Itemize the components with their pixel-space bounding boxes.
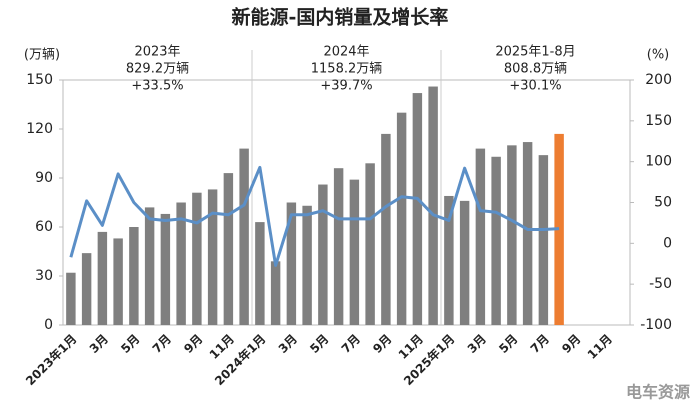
bar — [318, 184, 328, 325]
bar — [144, 207, 155, 325]
x-tick-label: 3月 — [465, 332, 489, 356]
y-tick-label: 90 — [35, 170, 53, 186]
y-tick-label: 150 — [26, 72, 53, 88]
bar — [365, 163, 375, 325]
line — [69, 165, 560, 267]
x-tick-label: 7月 — [150, 332, 174, 356]
y2-tick-label: -50 — [649, 276, 672, 292]
y-tick-label: 0 — [44, 317, 53, 333]
x-tick-label: 5月 — [307, 332, 331, 356]
annotation: 2023年 — [134, 45, 180, 60]
x-tick-label: 11月 — [585, 332, 615, 362]
bar — [522, 142, 533, 325]
annotation: 2024年 — [323, 45, 369, 60]
bar — [507, 145, 517, 325]
bar — [207, 189, 218, 325]
bar — [160, 213, 171, 325]
annotation: 829.2万辆 — [126, 62, 189, 77]
x-tick-label: 7月 — [339, 332, 363, 356]
bar — [381, 133, 391, 325]
bar — [255, 222, 265, 325]
watermark: 电车资源 — [626, 383, 690, 402]
bar — [428, 86, 438, 326]
bar — [239, 148, 249, 325]
x-tick-label: 3月 — [87, 332, 111, 356]
bar — [286, 202, 297, 325]
bar — [459, 200, 470, 325]
bar — [475, 148, 486, 325]
x-tick-label: 9月 — [559, 332, 583, 356]
bar — [176, 202, 186, 325]
bar — [270, 261, 281, 325]
bar — [349, 179, 360, 325]
annotation: 2025年1-8月 — [495, 45, 575, 60]
chart-title: 新能源-国内销量及增长率 — [232, 6, 449, 29]
x-tick-label: 9月 — [181, 332, 205, 356]
bar — [113, 238, 123, 325]
x-tick-label: 2023年1月 — [22, 331, 79, 388]
bar — [129, 227, 139, 325]
y-tick-label: 120 — [26, 121, 53, 137]
bar — [302, 205, 312, 325]
x-tick-label: 5月 — [496, 332, 520, 356]
x-tick-label: 7月 — [528, 332, 552, 356]
bar — [538, 155, 549, 325]
bar — [223, 173, 234, 325]
y-axis-label: (万辆) — [24, 48, 60, 63]
bar — [412, 93, 423, 325]
bar — [491, 156, 501, 325]
y-tick-label: 60 — [35, 219, 53, 235]
annotation: +30.1% — [509, 79, 561, 94]
y2-tick-label: 150 — [645, 113, 672, 129]
bar — [81, 253, 92, 325]
y2-tick-label: 50 — [654, 195, 672, 211]
bar — [333, 168, 344, 325]
x-tick-label: 5月 — [118, 332, 142, 356]
x-tick-label: 3月 — [276, 332, 300, 356]
annotation: +39.7% — [320, 79, 372, 94]
bar — [192, 192, 202, 325]
y2-tick-label: 0 — [663, 235, 672, 251]
bar — [396, 112, 407, 326]
y2-tick-label: 200 — [645, 72, 672, 88]
y2-axis-label: (%) — [647, 48, 670, 63]
bar — [66, 272, 76, 325]
bar — [444, 195, 454, 325]
bar — [97, 231, 108, 325]
annotation: 1158.2万辆 — [311, 62, 383, 77]
x-tick-label: 9月 — [370, 332, 394, 356]
y2-tick-label: -100 — [640, 317, 672, 333]
annotation: 808.8万辆 — [504, 62, 567, 77]
annotation: +33.5% — [131, 79, 183, 94]
y-tick-label: 30 — [35, 268, 53, 284]
y2-tick-label: 100 — [645, 154, 672, 170]
